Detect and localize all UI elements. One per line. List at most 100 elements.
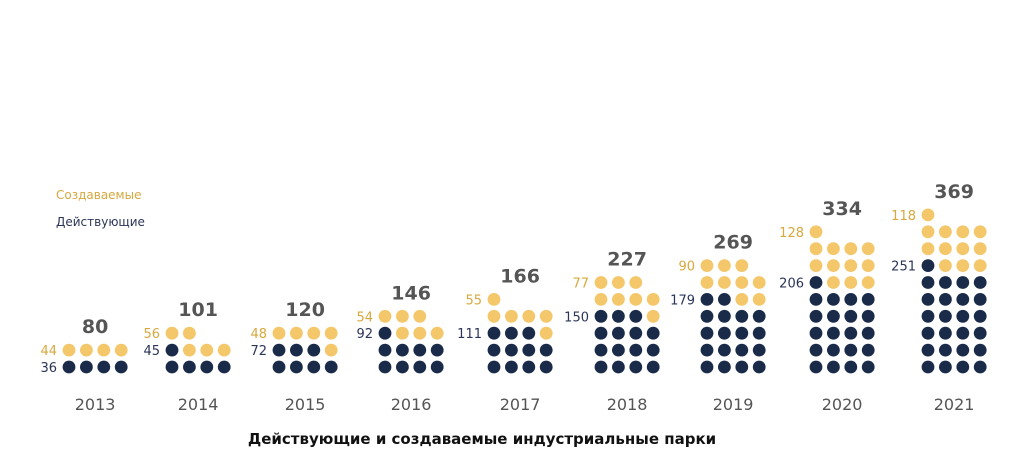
dot-operating	[827, 309, 840, 323]
dot-operating	[272, 360, 286, 374]
dot-created	[62, 343, 76, 357]
dot-created	[844, 242, 858, 256]
created-value-label: 54	[356, 310, 373, 325]
total-label: 80	[82, 316, 108, 338]
dot-operating	[612, 360, 625, 374]
total-label: 146	[391, 282, 431, 304]
dot-created	[809, 225, 823, 239]
dot-operating	[539, 360, 553, 374]
created-value-label: 44	[40, 344, 57, 359]
dot-created	[183, 343, 196, 357]
dot-created	[594, 293, 608, 306]
dot-created	[939, 259, 952, 272]
dot-operating	[861, 360, 875, 374]
dot-created	[861, 276, 875, 289]
dot-created	[956, 259, 970, 272]
dot-operating	[522, 326, 536, 340]
dot-operating	[594, 343, 608, 357]
dot-operating	[809, 276, 823, 289]
operating-value-label: 111	[457, 327, 482, 342]
dot-operating	[827, 343, 840, 357]
operating-value-label: 45	[143, 344, 160, 359]
dot-operating	[396, 360, 409, 374]
dot-operating	[307, 360, 321, 374]
created-value-label: 48	[250, 327, 267, 342]
dot-created	[505, 309, 518, 323]
dot-operating	[956, 293, 970, 306]
dot-operating	[700, 309, 714, 323]
dot-operating	[939, 326, 952, 340]
dot-operating	[809, 326, 823, 340]
dot-created	[973, 259, 987, 272]
dot-operating	[752, 343, 766, 357]
dot-created	[487, 293, 501, 306]
dot-operating	[752, 309, 766, 323]
total-label: 166	[500, 265, 540, 287]
dot-operating	[735, 309, 749, 323]
dot-operating	[522, 343, 536, 357]
operating-value-label: 179	[670, 293, 695, 308]
dot-created	[827, 276, 840, 289]
total-label: 369	[934, 181, 974, 203]
dot-created	[956, 242, 970, 256]
dot-operating	[809, 343, 823, 357]
dot-operating	[700, 360, 714, 374]
total-label: 101	[178, 299, 218, 321]
dot-created	[973, 225, 987, 239]
dot-operating	[646, 326, 660, 340]
dot-created	[324, 343, 338, 357]
dot-operating	[973, 326, 987, 340]
year-label: 2015	[285, 395, 326, 414]
dot-operating	[165, 343, 179, 357]
dot-created	[861, 259, 875, 272]
dot-operating	[921, 360, 935, 374]
dot-created	[844, 276, 858, 289]
created-value-label: 118	[891, 209, 916, 224]
dot-operating	[718, 293, 731, 306]
year-label: 2018	[607, 395, 648, 414]
dot-operating	[921, 309, 935, 323]
legend-created: Создаваемые	[56, 188, 142, 202]
dot-created	[324, 326, 338, 340]
operating-value-label: 92	[356, 327, 373, 342]
dot-operating	[735, 326, 749, 340]
dot-operating	[861, 293, 875, 306]
dot-operating	[718, 360, 731, 374]
dot-created	[396, 326, 409, 340]
operating-value-label: 251	[891, 260, 916, 275]
created-value-label: 77	[572, 277, 589, 292]
dot-operating	[413, 360, 427, 374]
dot-created	[939, 225, 952, 239]
dot-operating	[413, 343, 427, 357]
dot-created	[217, 343, 231, 357]
dot-operating	[939, 360, 952, 374]
dot-created	[97, 343, 111, 357]
legend-operating: Действующие	[56, 215, 145, 229]
chart-caption: Действующие и создаваемые индустриальные…	[247, 430, 717, 448]
dot-created	[735, 276, 749, 289]
dot-operating	[921, 276, 935, 289]
dot-created	[861, 242, 875, 256]
operating-value-label: 36	[40, 361, 57, 376]
year-label: 2014	[178, 395, 219, 414]
dot-created	[956, 225, 970, 239]
dot-created	[290, 326, 303, 340]
dot-operating	[939, 309, 952, 323]
dot-created	[200, 343, 214, 357]
created-value-label: 128	[779, 226, 804, 241]
dot-created	[183, 326, 196, 340]
dot-created	[629, 293, 643, 306]
dot-operating	[973, 309, 987, 323]
dot-operating	[700, 326, 714, 340]
year-label: 2021	[934, 395, 975, 414]
dot-operating	[752, 326, 766, 340]
dot-created	[646, 293, 660, 306]
dot-operating	[97, 360, 111, 374]
dot-created	[700, 259, 714, 272]
dot-created	[735, 259, 749, 272]
year-label: 2016	[391, 395, 432, 414]
dot-created	[752, 293, 766, 306]
dot-created	[844, 259, 858, 272]
dot-operating	[646, 343, 660, 357]
dot-operating	[861, 343, 875, 357]
